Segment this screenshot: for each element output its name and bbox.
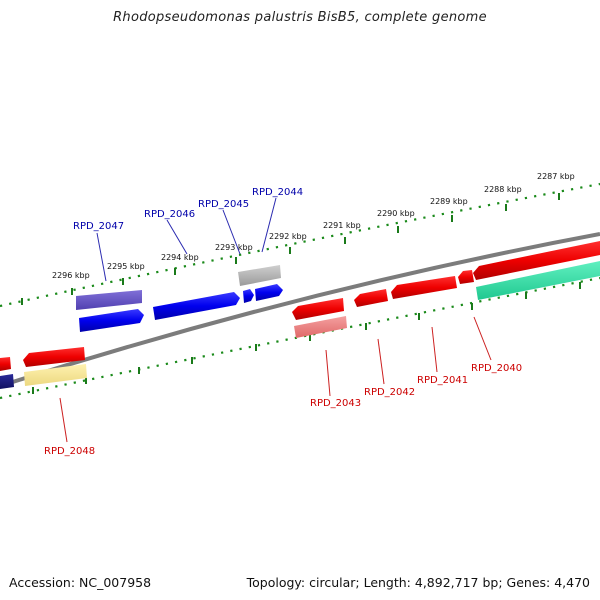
gene-label-rpd-2047: RPD_2047 — [73, 221, 124, 232]
gene-label-rpd-2041: RPD_2041 — [417, 375, 468, 386]
kbp-label: 2287 kbp — [537, 172, 575, 181]
gene-rpd-2043-b[interactable] — [294, 316, 347, 338]
gene-rpd-2042[interactable] — [354, 289, 388, 307]
gene-rpd-2041[interactable] — [391, 276, 457, 299]
gene-label-rpd-2045: RPD_2045 — [198, 199, 249, 210]
kbp-label: 2294 kbp — [161, 253, 199, 262]
kbp-label: 2288 kbp — [484, 185, 522, 194]
gene-label-rpd-2044: RPD_2044 — [252, 187, 303, 198]
gene-rpd-2043[interactable] — [292, 298, 344, 320]
gene-red-edge[interactable] — [0, 357, 11, 371]
upper-tick-ring — [0, 182, 600, 308]
gene-forward[interactable] — [79, 309, 144, 332]
kbp-label: 2296 kbp — [52, 271, 90, 280]
lower-tick-ring — [0, 276, 600, 400]
gene-rpd-2045[interactable] — [243, 289, 254, 303]
reverse-label-lines — [59, 316, 492, 443]
kbp-label: 2289 kbp — [430, 197, 468, 206]
kbp-label: 2293 kbp — [215, 243, 253, 252]
map-title: Rhodopseudomonas palustris BisB5, comple… — [113, 10, 487, 25]
gene-yellow[interactable] — [24, 364, 87, 386]
gene-green[interactable] — [476, 261, 600, 300]
kbp-label: 2291 kbp — [323, 221, 361, 230]
gene-rpd-2040-a[interactable] — [458, 270, 474, 284]
gene-label-rpd-2048: RPD_2048 — [44, 446, 95, 457]
gene-label-rpd-2042: RPD_2042 — [364, 387, 415, 398]
accession-text: Accession: NC_007958 — [9, 575, 152, 590]
gene-navy-edge[interactable] — [0, 374, 14, 389]
gene-label-rpd-2040: RPD_2040 — [471, 363, 522, 374]
kbp-label: 2292 kbp — [269, 232, 307, 241]
gene-label-rpd-2046: RPD_2046 — [144, 209, 195, 220]
gene-rpd-2044-b[interactable] — [238, 265, 281, 286]
kbp-label: 2295 kbp — [107, 262, 145, 271]
genome-summary-text: Topology: circular; Length: 4,892,717 bp… — [246, 575, 590, 590]
forward-label-lines — [96, 197, 277, 282]
gene-label-rpd-2043: RPD_2043 — [310, 398, 361, 409]
lower-major-ticks — [32, 282, 581, 394]
gene-rpd-2046[interactable] — [153, 292, 240, 320]
gene-rpd-2048[interactable] — [23, 347, 85, 367]
gene-rpd-2047[interactable] — [76, 290, 142, 310]
gene-rpd-2040[interactable] — [473, 241, 600, 280]
kbp-label: 2290 kbp — [377, 209, 415, 218]
upper-major-ticks — [21, 193, 560, 305]
gene-rpd-2044-a[interactable] — [255, 284, 283, 301]
